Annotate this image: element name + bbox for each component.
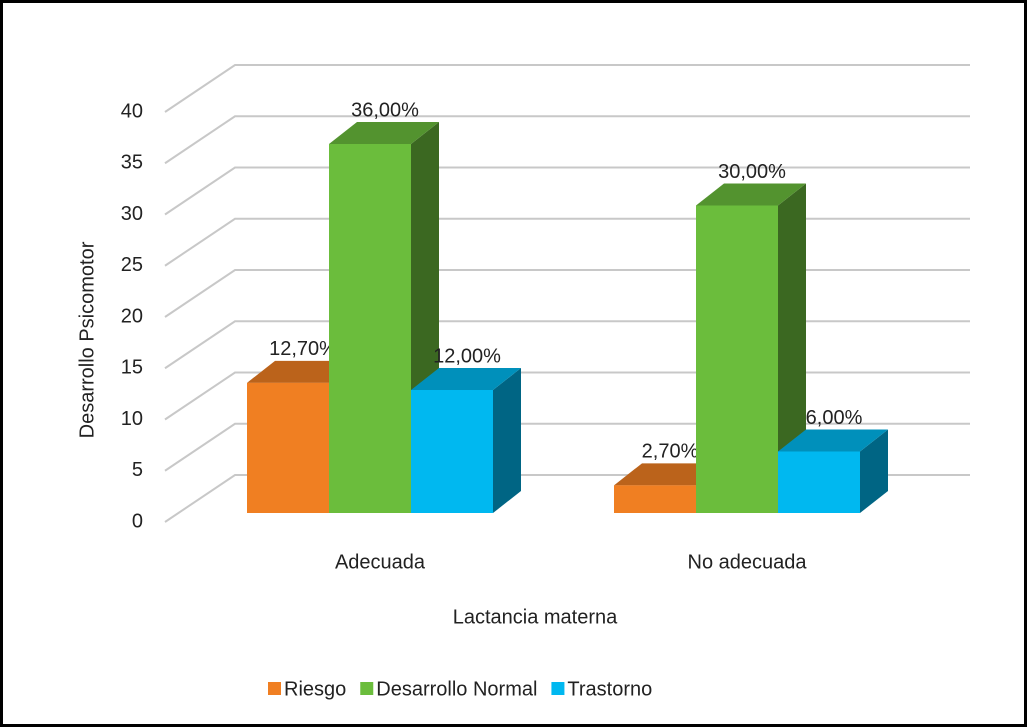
x-tick-label: Adecuada bbox=[335, 551, 426, 573]
y-tick-label: 40 bbox=[121, 100, 143, 122]
y-tick-label: 35 bbox=[121, 152, 143, 174]
data-label: 12,00% bbox=[433, 345, 501, 367]
bar-face bbox=[247, 382, 329, 513]
y-tick-label: 20 bbox=[121, 305, 143, 327]
data-label: 6,00% bbox=[806, 407, 863, 429]
data-label: 30,00% bbox=[718, 161, 786, 183]
bar-face bbox=[778, 451, 860, 513]
legend-swatch bbox=[360, 682, 374, 695]
y-tick-label: 30 bbox=[121, 203, 143, 225]
legend-label: Riesgo bbox=[284, 678, 346, 700]
bar-face bbox=[778, 183, 806, 513]
bar-face bbox=[696, 205, 778, 513]
y-tick-label: 25 bbox=[121, 254, 143, 276]
bar-face bbox=[411, 368, 521, 390]
legend-swatch bbox=[268, 682, 281, 695]
legend-label: Desarrollo Normal bbox=[376, 678, 537, 700]
bar-face bbox=[696, 183, 806, 206]
bar bbox=[696, 183, 806, 513]
bar-face bbox=[329, 144, 411, 513]
y-axis-title: Desarrollo Psicomotor bbox=[76, 241, 98, 438]
x-axis-title: Lactancia materna bbox=[453, 606, 618, 628]
y-tick-label: 15 bbox=[121, 357, 143, 379]
bar-face bbox=[778, 429, 888, 452]
bar-face bbox=[614, 485, 696, 513]
data-label: 12,70% bbox=[269, 338, 337, 360]
grid-line bbox=[164, 64, 970, 113]
bar bbox=[411, 368, 521, 513]
grid-line bbox=[164, 115, 970, 165]
bar-face bbox=[411, 390, 493, 513]
data-label: 36,00% bbox=[351, 99, 419, 121]
y-tick-label: 10 bbox=[121, 408, 143, 430]
bar bbox=[778, 429, 888, 513]
y-tick-label: 5 bbox=[132, 459, 143, 481]
bar-face bbox=[860, 429, 888, 513]
legend-label: Trastorno bbox=[567, 678, 652, 700]
bar-face bbox=[493, 368, 521, 513]
grid-line bbox=[164, 166, 970, 216]
legend-swatch bbox=[551, 682, 565, 695]
bar-face bbox=[329, 122, 439, 144]
data-label: 2,70% bbox=[642, 441, 699, 463]
y-tick-label: 0 bbox=[132, 510, 143, 532]
x-tick-label: No adecuada bbox=[688, 551, 808, 573]
